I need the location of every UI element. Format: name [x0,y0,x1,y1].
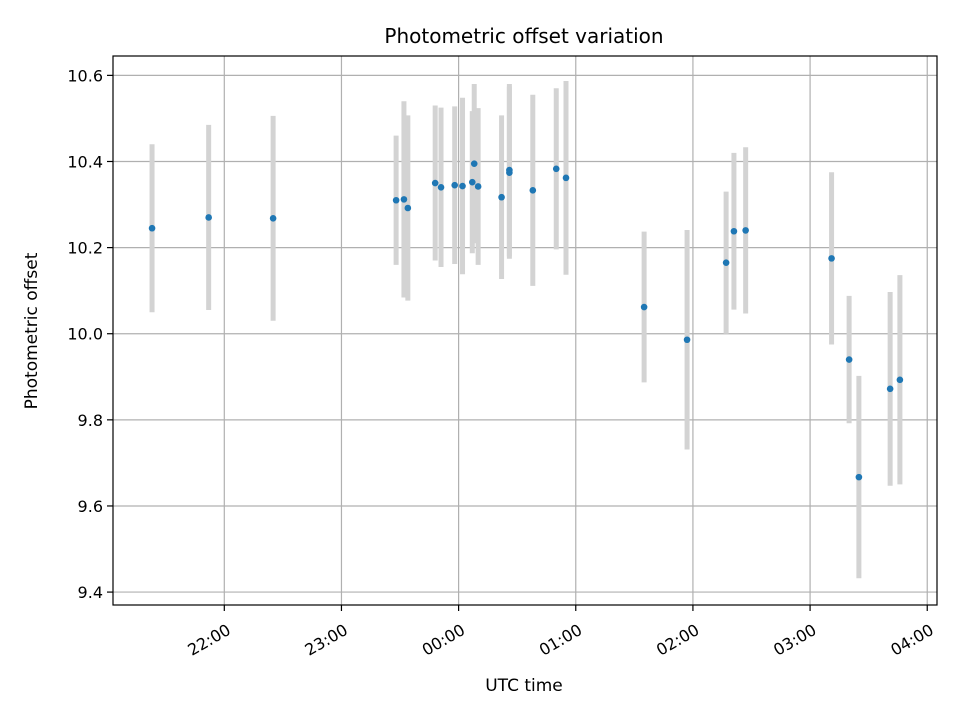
data-point [828,255,835,262]
plot-frame [112,55,938,606]
data-point [722,259,730,266]
data-point [431,179,439,187]
y-tick-label: 10.0 [67,325,103,344]
chart-title: Photometric offset variation [384,24,663,48]
data-point [474,183,482,190]
data-point [437,184,445,191]
data-point [470,160,478,167]
data-point [451,181,459,189]
data-point [498,193,505,201]
data-point [855,473,863,481]
data-point [459,182,466,190]
y-tick-label: 10.6 [67,66,103,85]
data-point [845,356,853,363]
data-point [392,196,400,204]
data-points [148,160,904,481]
grid [113,56,937,605]
y-tick-label: 9.6 [78,497,103,516]
data-point [562,174,570,182]
data-point [896,376,904,384]
data-point [468,178,476,186]
data-point [506,169,513,176]
y-tick-label: 10.4 [67,152,103,171]
data-point [552,165,560,173]
data-point [269,215,277,222]
data-point [742,227,749,234]
y-tick-label: 9.8 [78,411,103,430]
y-axis-label: Photometric offset [22,252,42,409]
y-tick-label: 10.2 [67,239,103,258]
data-point [640,303,648,311]
y-tick-label: 9.4 [78,583,103,602]
data-point [730,227,738,235]
data-point [205,214,212,221]
x-axis-label: UTC time [485,676,563,696]
y-axis-ticks: 9.4 9.6 9.8 10.0 10.2 10.4 10.6 [67,66,113,602]
data-point [400,196,408,203]
data-point [148,224,156,232]
data-point [683,336,691,344]
data-point [886,385,894,393]
data-point [529,187,537,194]
data-point [404,204,412,212]
